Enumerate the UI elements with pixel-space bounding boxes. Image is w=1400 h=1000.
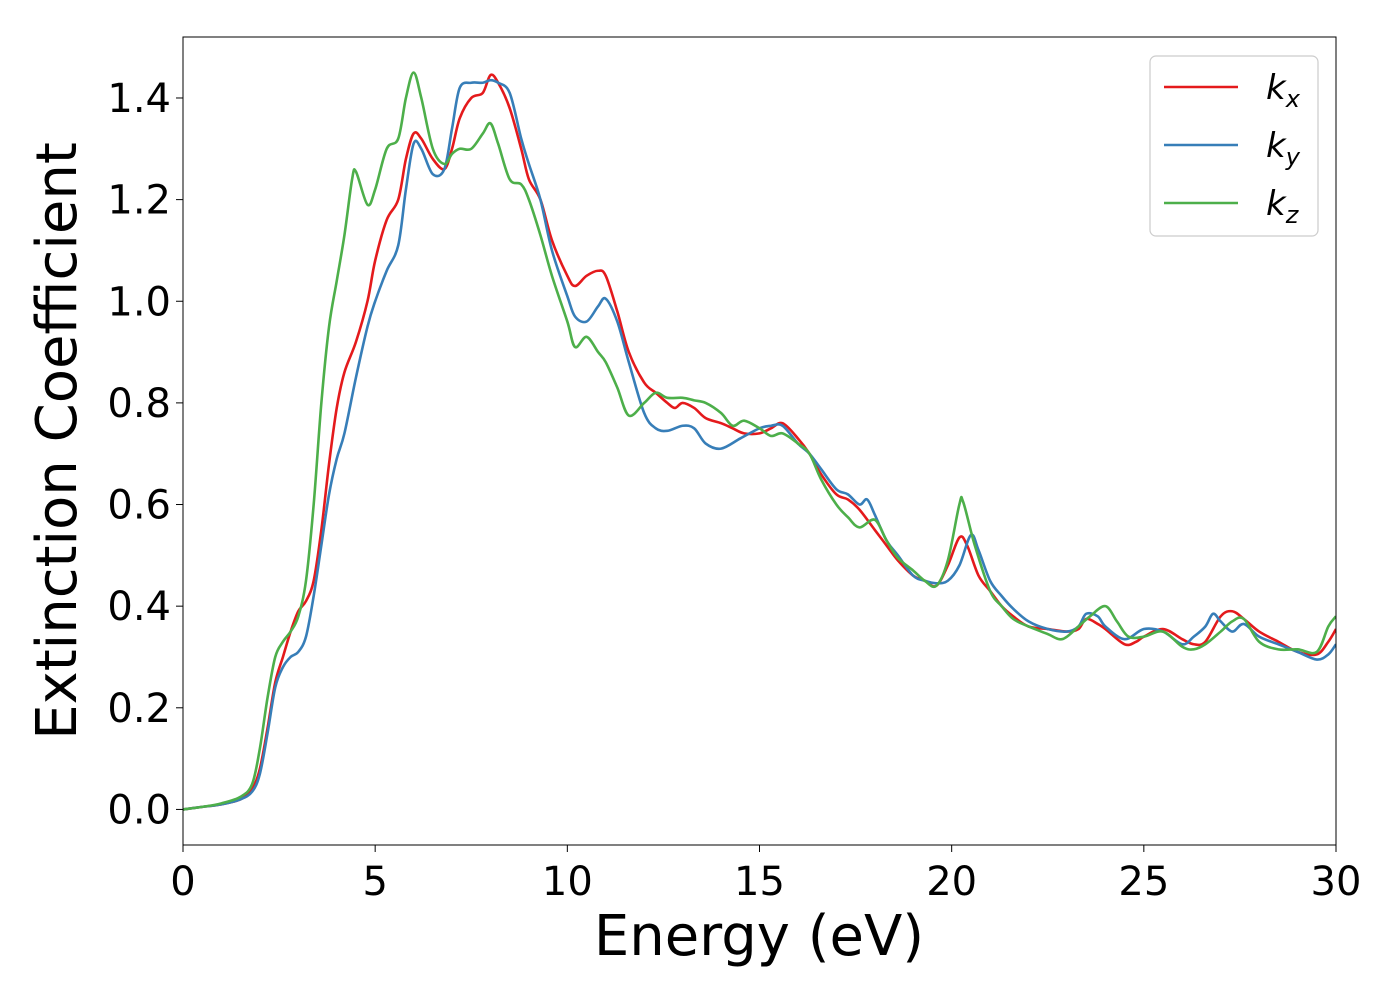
y-tick-label: 0.4 — [107, 584, 171, 630]
series-line-k-y — [183, 78, 1336, 811]
x-tick-label: 25 — [1118, 859, 1169, 905]
y-axis-title: Extinction Coefficient — [25, 142, 90, 740]
series-line-k-x — [183, 73, 1336, 811]
series-line-k-z — [183, 71, 1336, 811]
legend-label-k-x: kx — [1266, 68, 1301, 113]
y-tick-label: 1.2 — [107, 178, 171, 224]
legend-label-k-z: kz — [1266, 184, 1300, 229]
y-tick-label: 1.4 — [107, 76, 171, 122]
x-tick-label: 20 — [926, 859, 977, 905]
y-tick-label: 1.0 — [107, 279, 171, 325]
x-tick-label: 0 — [170, 859, 195, 905]
x-axis-title: Energy (eV) — [594, 904, 924, 969]
x-axis: 0 5 10 15 20 25 30 — [170, 845, 1361, 905]
y-tick-label: 0.8 — [107, 381, 171, 427]
x-tick-label: 10 — [542, 859, 593, 905]
y-axis: 0.0 0.2 0.4 0.6 0.8 1.0 1.2 1.4 — [107, 76, 183, 833]
x-tick-label: 15 — [734, 859, 785, 905]
y-tick-label: 0.6 — [107, 483, 171, 529]
legend: kx ky kz — [1149, 55, 1319, 237]
y-tick-label: 0.2 — [107, 686, 171, 732]
series-layer — [183, 71, 1336, 811]
legend-label-k-y: ky — [1266, 126, 1301, 171]
x-tick-label: 5 — [362, 859, 387, 905]
x-tick-label: 30 — [1311, 859, 1362, 905]
y-tick-label: 0.0 — [107, 787, 171, 833]
